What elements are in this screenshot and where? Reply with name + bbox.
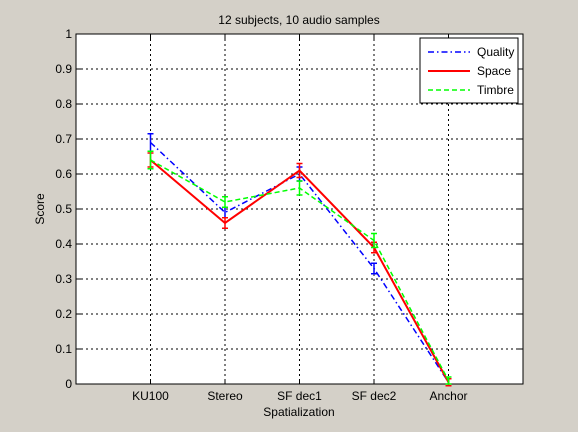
series-line-quality [149, 141, 450, 383]
y-tick-label: 0.9 [55, 62, 72, 76]
x-tick-label: Anchor [429, 389, 467, 403]
error-bar-space [296, 162, 303, 179]
y-tick-label: 0.1 [55, 342, 72, 356]
series-group [147, 133, 452, 387]
y-tick-label: 0.6 [55, 167, 72, 181]
error-bar-timbre [371, 232, 377, 249]
error-bar-quality [371, 262, 377, 275]
x-axis-ticks: KU100 Stereo SF dec1 SF dec2 Anchor [132, 34, 468, 403]
error-bar-timbre [147, 150, 154, 170]
y-axis-label: Score [33, 193, 47, 225]
error-bar-space [222, 217, 228, 229]
y-tick-label: 0.8 [55, 97, 72, 111]
y-tick-label: 0.4 [55, 237, 72, 251]
legend-label-quality: Quality [477, 45, 514, 59]
y-tick-label: 0 [65, 377, 72, 391]
error-bar-timbre [445, 376, 452, 385]
error-bar-timbre [222, 196, 228, 208]
y-tick-label: 0.2 [55, 307, 72, 321]
legend: Quality Space Timbre [419, 37, 519, 104]
x-axis-label: Spatialization [263, 405, 334, 419]
legend-label-timbre: Timbre [477, 83, 514, 97]
y-tick-label: 0.3 [55, 272, 72, 286]
error-bar-timbre [296, 180, 303, 196]
x-tick-label: SF dec1 [277, 389, 322, 403]
x-tick-label: SF dec2 [352, 389, 397, 403]
legend-label-space: Space [477, 64, 511, 78]
y-tick-label: 1 [65, 27, 72, 41]
y-tick-label: 0.7 [55, 132, 72, 146]
chart-title: 12 subjects, 10 audio samples [218, 13, 379, 27]
x-tick-label: Stereo [207, 389, 243, 403]
y-tick-label: 0.5 [55, 202, 72, 216]
y-axis-ticks: 0 0.1 0.2 0.3 0.4 0.5 0.6 0.7 0.8 0.9 1 [55, 27, 523, 391]
x-tick-label: KU100 [132, 389, 169, 403]
